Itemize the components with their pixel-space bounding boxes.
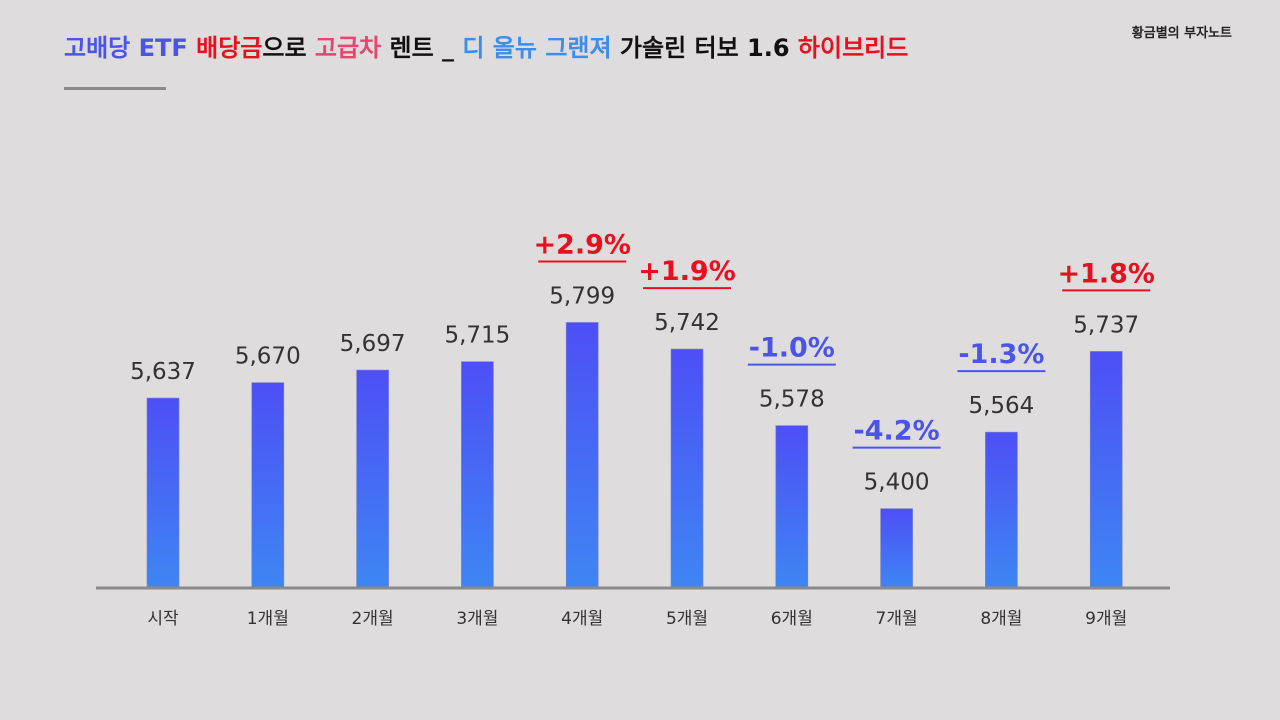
change-annotation: -1.0%: [749, 333, 835, 364]
value-label: 5,637: [130, 359, 196, 385]
bar: [146, 397, 180, 589]
change-annotation: -4.2%: [854, 416, 940, 447]
value-label: 5,564: [968, 393, 1034, 419]
title-segment: 하이브리드: [797, 34, 909, 62]
change-annotation: +1.8%: [1057, 258, 1155, 289]
bar: [775, 425, 809, 589]
category-label: 9개월: [1085, 609, 1127, 629]
change-annotation: +2.9%: [533, 229, 631, 260]
bar: [1089, 351, 1123, 589]
bar: [461, 361, 494, 589]
category-label: 4개월: [561, 609, 603, 629]
bar: [880, 508, 913, 589]
bar: [670, 348, 704, 589]
title-segment: 으로: [262, 34, 315, 62]
title-segment: 가솔린 터보 1.6: [611, 34, 798, 62]
value-label: 5,799: [549, 283, 615, 309]
category-label: 1개월: [247, 609, 289, 629]
category-label: 3개월: [456, 609, 498, 629]
title-segment: 고급차: [314, 34, 382, 62]
value-label: 5,697: [340, 331, 406, 357]
value-label: 5,578: [759, 387, 825, 413]
brand-label: 황금별의 부자노트: [1131, 26, 1232, 41]
value-label: 5,400: [864, 470, 930, 496]
value-label: 5,670: [235, 344, 301, 370]
value-label: 5,737: [1073, 312, 1139, 338]
change-annotation: -1.3%: [958, 339, 1044, 370]
category-label: 시작: [147, 609, 179, 629]
bar: [985, 431, 1018, 589]
change-annotation: +1.9%: [638, 256, 736, 287]
category-label: 2개월: [352, 609, 394, 629]
page-title: 고배당 ETF 배당금으로 고급차 렌트 _ 디 올뉴 그랜져 가솔린 터보 1…: [64, 28, 908, 63]
category-label: 5개월: [666, 609, 708, 629]
title-segment: 렌트 _: [381, 34, 463, 62]
title-segment: 고배당 ETF: [64, 34, 197, 62]
title-segment: 디 올뉴 그랜져: [462, 34, 612, 62]
title-segment: 배당금: [196, 34, 263, 62]
bar: [565, 322, 599, 589]
value-label: 5,742: [654, 310, 720, 336]
title-underline: [64, 87, 166, 90]
category-label: 8개월: [980, 609, 1022, 629]
bar: [251, 382, 285, 589]
category-label: 6개월: [771, 609, 813, 629]
bar: [356, 369, 389, 589]
value-label: 5,715: [444, 323, 510, 349]
category-label: 7개월: [876, 609, 918, 629]
